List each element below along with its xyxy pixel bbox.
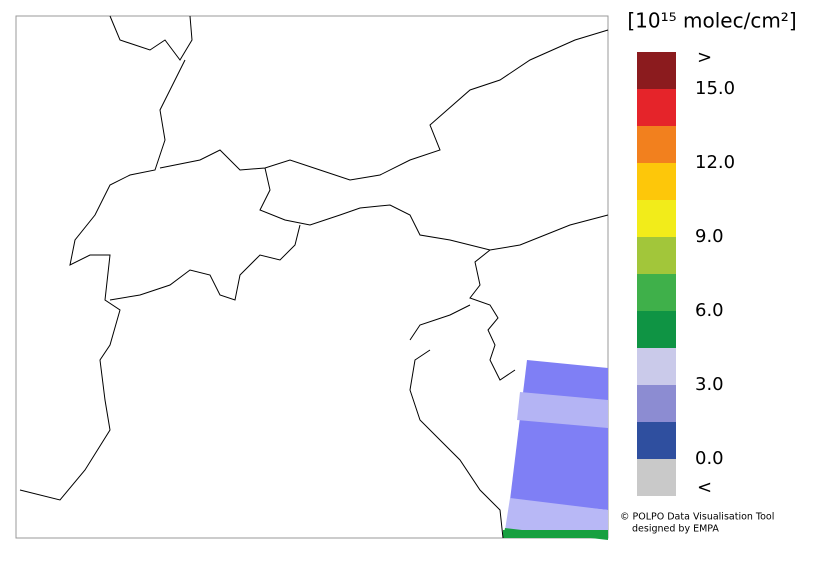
- colorbar-segment: [637, 422, 676, 459]
- colorbar-tick-label: 6.0: [695, 300, 724, 321]
- map: [15, 15, 609, 540]
- data-swath: [503, 530, 608, 538]
- colorbar: 0.0 3.0 6.0 9.0 12.0 15.0 > <: [637, 47, 735, 498]
- colorbar-above-label: >: [697, 47, 712, 68]
- map-frame: [15, 15, 609, 539]
- credit: © POLPO Data Visualisation Tool: [620, 512, 774, 523]
- colorbar-segment: [637, 200, 676, 237]
- data-swath: [505, 498, 608, 538]
- data-swath: [510, 360, 608, 510]
- colorbar-segment: [637, 459, 676, 496]
- colorbar-segment: [637, 237, 676, 274]
- colorbar-tick-label: 12.0: [695, 152, 735, 173]
- legend-title: [10¹⁵ molec/cm²]: [627, 9, 796, 33]
- colorbar-below-label: <: [697, 477, 712, 498]
- colorbar-tick-label: 0.0: [695, 448, 724, 469]
- colorbar-segment: [637, 126, 676, 163]
- border: [19, 15, 609, 539]
- colorbar-segment: [637, 163, 676, 200]
- colorbar-segment: [637, 52, 676, 89]
- colorbar-tick-label: 9.0: [695, 226, 724, 247]
- colorbar-segment: [637, 385, 676, 422]
- colorbar-segment: [637, 274, 676, 311]
- colorbar-segment: [637, 89, 676, 126]
- colorbar-tick-label: 3.0: [695, 374, 724, 395]
- data-swath: [517, 392, 608, 428]
- credit: designed by EMPA: [632, 524, 719, 535]
- colorbar-segment: [637, 311, 676, 348]
- colorbar-segment: [637, 348, 676, 385]
- colorbar-tick-label: 15.0: [695, 78, 735, 99]
